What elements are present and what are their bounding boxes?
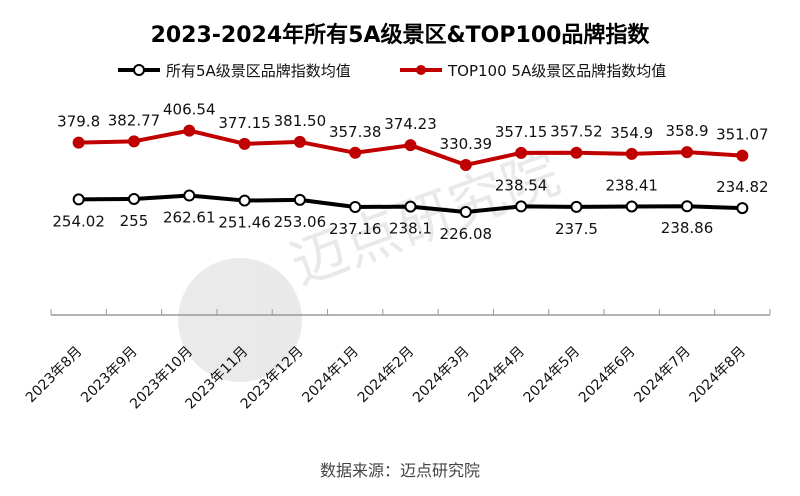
data-label: 354.9 <box>610 124 653 142</box>
x-tick-label: 2024年1月 <box>299 344 362 407</box>
plot-area: 254.02 255 262.61 251.46 253.06 237.16 238.1 22… <box>52 101 768 243</box>
data-label: 406.54 <box>163 101 216 119</box>
data-point <box>404 139 417 152</box>
data-point <box>736 149 749 162</box>
data-label: 357.15 <box>495 123 548 141</box>
data-point <box>404 200 417 213</box>
data-point <box>72 136 85 149</box>
data-label: 253.06 <box>274 213 327 231</box>
x-axis: 2023年8月2023年9月2023年10月2023年11月2023年12月20… <box>23 309 771 412</box>
data-label: 381.50 <box>274 112 327 130</box>
data-label: 237.5 <box>555 220 598 238</box>
data-point <box>127 192 140 205</box>
legend-label: 所有5A级景区品牌指数均值 <box>166 62 351 80</box>
data-point <box>625 147 638 160</box>
x-tick-label: 2024年6月 <box>576 344 639 407</box>
data-label: 330.39 <box>440 135 493 153</box>
data-point <box>570 200 583 213</box>
data-label: 357.38 <box>329 123 382 141</box>
data-point <box>293 135 306 148</box>
data-label: 238.1 <box>389 220 432 238</box>
data-label: 238.86 <box>661 219 714 237</box>
data-point <box>349 146 362 159</box>
data-label: 255 <box>120 212 149 230</box>
x-tick-label: 2024年7月 <box>631 344 694 407</box>
data-label: 226.08 <box>440 225 493 243</box>
data-point <box>293 193 306 206</box>
legend-label: TOP100 5A级景区品牌指数均值 <box>447 62 666 80</box>
data-label: 251.46 <box>218 214 271 232</box>
data-label: 238.54 <box>495 176 548 194</box>
data-point <box>625 200 638 213</box>
data-point <box>681 200 694 213</box>
x-tick-label: 2024年3月 <box>410 344 473 407</box>
chart-title: 2023-2024年所有5A级景区&TOP100品牌指数 <box>151 22 651 48</box>
data-label: 254.02 <box>52 212 105 230</box>
data-point <box>183 124 196 137</box>
data-label: 379.8 <box>57 113 100 131</box>
data-point <box>238 194 251 207</box>
x-tick-label: 2024年5月 <box>521 344 584 407</box>
data-point <box>349 201 362 214</box>
data-point <box>459 158 472 171</box>
data-label: 357.52 <box>550 123 603 141</box>
data-label: 382.77 <box>108 111 161 129</box>
x-tick-label: 2024年2月 <box>355 344 418 407</box>
data-point <box>736 202 749 215</box>
data-label: 234.82 <box>716 178 769 196</box>
data-point <box>570 146 583 159</box>
data-point <box>238 137 251 150</box>
data-label: 374.23 <box>384 115 437 133</box>
data-label: 377.15 <box>218 114 271 132</box>
legend-item-1: TOP100 5A级景区品牌指数均值 <box>400 62 666 80</box>
data-label: 237.16 <box>329 220 382 238</box>
data-point <box>681 146 694 159</box>
data-label: 351.07 <box>716 126 769 144</box>
source-note: 数据来源：迈点研究院 <box>320 461 480 480</box>
data-label: 238.41 <box>605 176 658 194</box>
data-point <box>127 135 140 148</box>
data-label: 262.61 <box>163 209 216 227</box>
data-label: 358.9 <box>666 122 709 140</box>
legend: 所有5A级景区品牌指数均值 TOP100 5A级景区品牌指数均值 <box>118 62 666 80</box>
x-tick-label: 2024年4月 <box>465 344 528 407</box>
data-point <box>515 200 528 213</box>
x-tick-label: 2024年8月 <box>687 344 750 407</box>
legend-item-0: 所有5A级景区品牌指数均值 <box>118 62 351 80</box>
data-point <box>183 189 196 202</box>
x-tick-label: 2023年8月 <box>23 344 86 407</box>
data-point <box>515 146 528 159</box>
data-point <box>72 193 85 206</box>
data-point <box>459 206 472 219</box>
